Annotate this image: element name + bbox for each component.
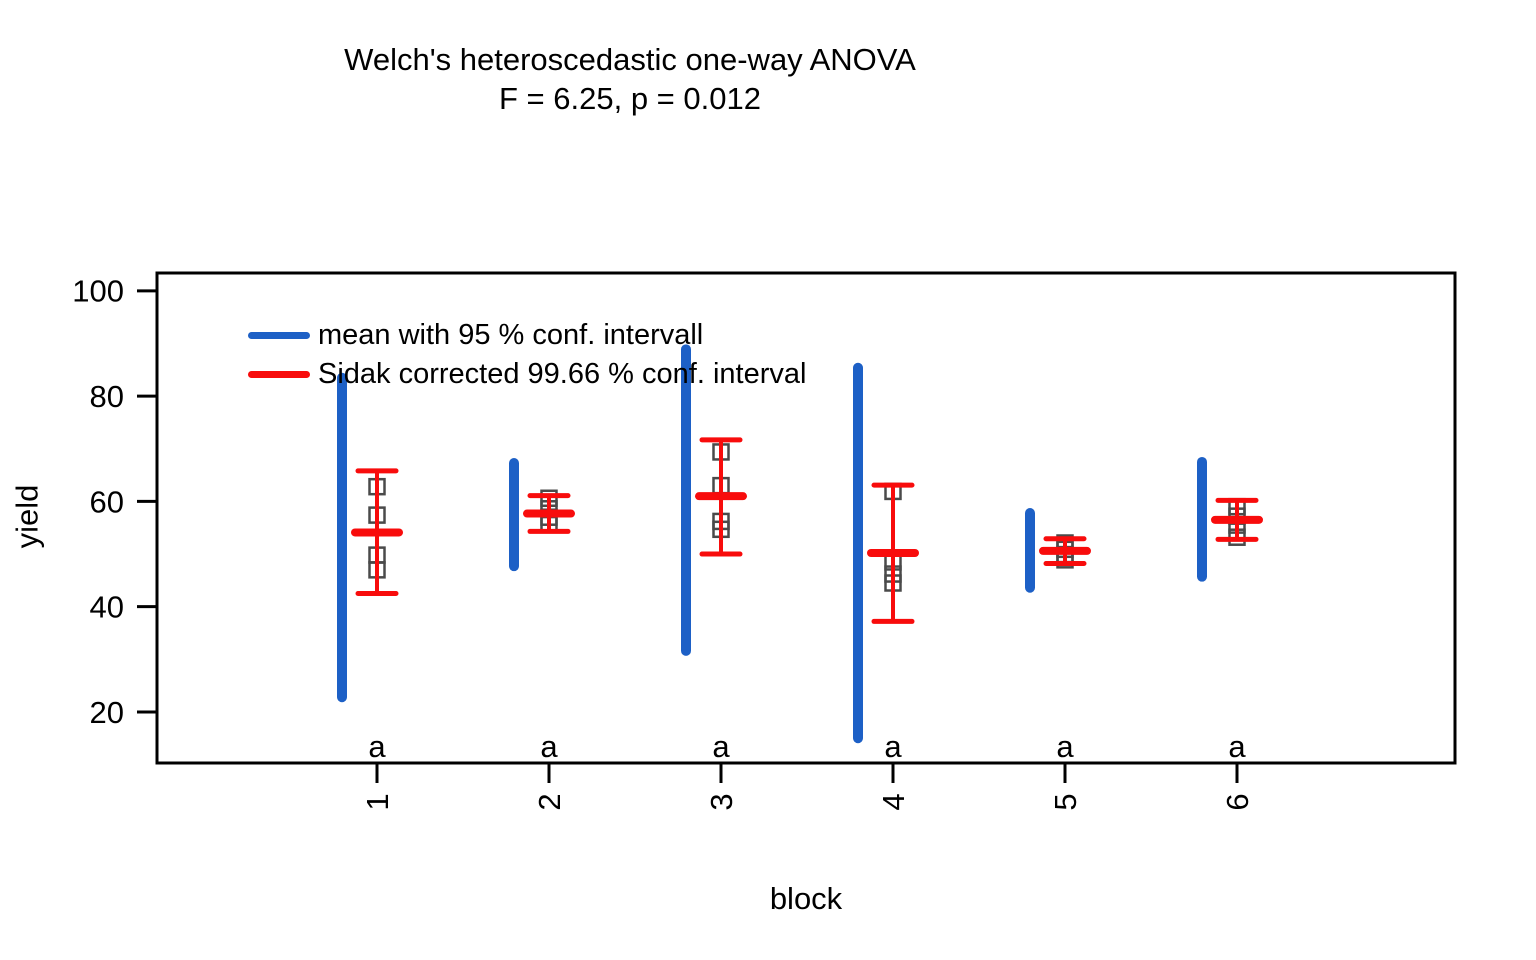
- x-tick-label: 6: [1220, 793, 1255, 810]
- group-letter: a: [368, 729, 386, 764]
- y-tick-label: 80: [90, 379, 124, 414]
- chart-title: Welch's heteroscedastic one-way ANOVA: [344, 42, 916, 77]
- y-axis-label: yield: [9, 484, 45, 549]
- legend-label-sidak: Sidak corrected 99.66 % conf. interval: [318, 358, 807, 390]
- group-letter: a: [712, 729, 730, 764]
- group-letter: a: [1228, 729, 1246, 764]
- x-axis-label: block: [769, 881, 843, 916]
- legend-row-ci95: mean with 95 % conf. intervall: [248, 316, 806, 355]
- group-letter: a: [540, 729, 558, 764]
- y-tick-label: 60: [90, 484, 124, 519]
- x-tick-label: 1: [360, 793, 395, 810]
- blue-line-swatch: [248, 332, 310, 339]
- legend-label-ci95: mean with 95 % conf. intervall: [318, 319, 704, 351]
- chart-subtitle: F = 6.25, p = 0.012: [499, 81, 761, 116]
- y-tick-label: 40: [90, 590, 124, 625]
- y-tick-label: 100: [72, 274, 124, 309]
- x-tick-label: 2: [532, 793, 567, 810]
- red-line-swatch: [248, 371, 310, 378]
- x-tick-label: 4: [876, 793, 911, 810]
- legend: mean with 95 % conf. intervall Sidak cor…: [248, 316, 806, 394]
- plot-frame: [155, 271, 1457, 765]
- y-tick-label: 20: [90, 695, 124, 730]
- group-letter: a: [1056, 729, 1074, 764]
- legend-row-sidak: Sidak corrected 99.66 % conf. interval: [248, 355, 806, 394]
- group-letter: a: [884, 729, 902, 764]
- x-tick-label: 3: [704, 793, 739, 810]
- x-tick-label: 5: [1048, 793, 1083, 810]
- chart-title-block: Welch's heteroscedastic one-way ANOVA F …: [344, 40, 916, 118]
